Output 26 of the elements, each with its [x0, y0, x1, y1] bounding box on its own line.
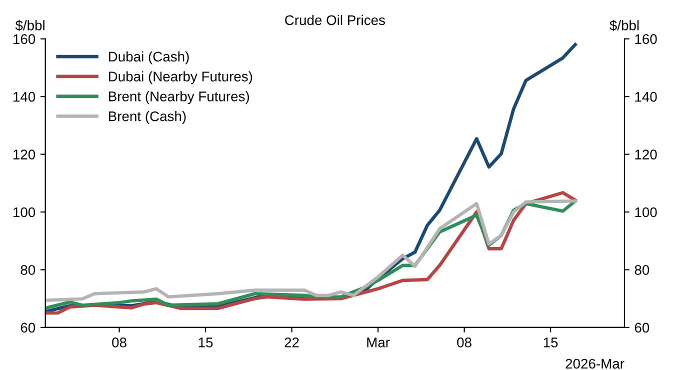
y-tick-label: 80	[20, 265, 36, 275]
x-tick-label: Mar	[367, 338, 390, 348]
y-tick-label: 120	[14, 150, 36, 160]
x-tick-label: 22	[284, 338, 299, 348]
y2-tick-label: 80	[634, 265, 650, 275]
legend-label: Brent (Cash)	[108, 111, 186, 124]
y-tick-label: 140	[14, 92, 36, 102]
y-tick-label: 160	[14, 34, 36, 44]
y-tick-label: 60	[20, 322, 36, 333]
legend-label: Brent (Nearby Futures)	[108, 91, 249, 104]
x-tick-label: 08	[112, 338, 126, 348]
legend-label: Dubai (Nearby Futures)	[108, 71, 252, 84]
y2-tick-label: 160	[635, 34, 657, 44]
x-axis-title: 2026-Mar	[566, 358, 624, 369]
chart-title: Crude Oil Prices	[285, 14, 385, 26]
y2-tick-label: 140	[635, 92, 657, 102]
y2-tick-label: 60	[634, 322, 650, 333]
x-tick-label: 08	[457, 338, 472, 348]
y2-tick-label: 120	[635, 150, 657, 160]
x-tick-label: 15	[198, 338, 213, 348]
legend-label: Dubai (Cash)	[108, 51, 189, 64]
y2-axis-title: $/bbl	[610, 20, 639, 32]
y-axis-title: $/bbl	[15, 20, 44, 32]
y-tick-label: 100	[14, 207, 36, 218]
x-tick-label: 15	[544, 338, 558, 348]
y2-tick-label: 100	[635, 207, 657, 218]
